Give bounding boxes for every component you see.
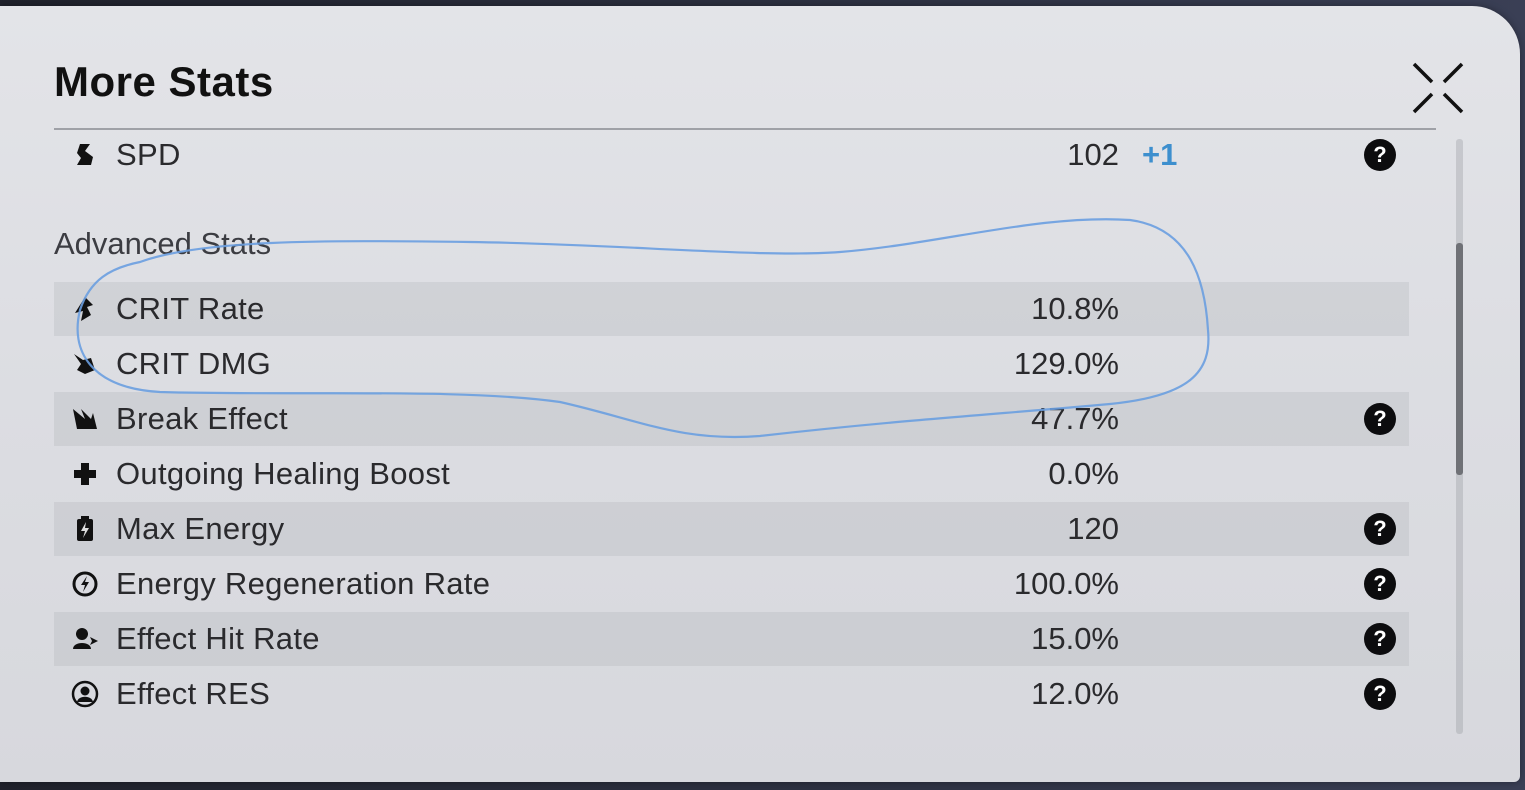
stat-value: 10.8% <box>1031 291 1119 326</box>
speed-boot-icon <box>54 128 116 182</box>
header-divider <box>54 128 1436 130</box>
help-icon[interactable]: ? <box>1364 623 1396 655</box>
help-icon[interactable]: ? <box>1364 139 1396 171</box>
break-effect-icon <box>54 392 116 446</box>
stat-value: 100.0% <box>1013 566 1119 601</box>
stat-row-effect-hit-rate: Effect Hit Rate 15.0% ? <box>54 612 1409 666</box>
stat-row-outgoing-healing: Outgoing Healing Boost 0.0% <box>54 447 1409 501</box>
stat-label: CRIT Rate <box>116 291 265 326</box>
close-icon[interactable] <box>1408 58 1468 118</box>
crit-rate-icon <box>54 282 116 336</box>
stat-value: 129.0% <box>1013 346 1119 381</box>
scrollbar[interactable] <box>1456 139 1463 734</box>
crit-dmg-icon <box>54 337 116 391</box>
stat-value: 47.7% <box>1031 401 1119 436</box>
stat-row-spd: SPD 102 +1 ? <box>54 128 1409 182</box>
stat-label: Effect RES <box>116 676 271 711</box>
stat-value: 120 <box>1067 511 1119 546</box>
more-stats-dialog: More Stats SPD 102 +1 ? Advanced Stats C… <box>0 6 1520 782</box>
stat-label: Break Effect <box>116 401 288 436</box>
stat-row-effect-res: Effect RES 12.0% ? <box>54 667 1409 721</box>
stat-label: Max Energy <box>116 511 285 546</box>
stat-label: Energy Regeneration Rate <box>116 566 491 601</box>
stat-row-max-energy: Max Energy 120 ? <box>54 502 1409 556</box>
stat-bonus: +1 <box>1142 137 1178 172</box>
effect-res-icon <box>54 667 116 721</box>
stat-value: 102 <box>1067 137 1119 172</box>
help-icon[interactable]: ? <box>1364 403 1396 435</box>
stat-label: Effect Hit Rate <box>116 621 320 656</box>
stat-value: 15.0% <box>1031 621 1119 656</box>
stat-label: CRIT DMG <box>116 346 272 381</box>
stat-row-crit-rate: CRIT Rate 10.8% <box>54 282 1409 336</box>
dialog-title: More Stats <box>54 58 274 105</box>
effect-hit-icon <box>54 612 116 666</box>
stat-row-crit-dmg: CRIT DMG 129.0% <box>54 337 1409 391</box>
help-icon[interactable]: ? <box>1364 568 1396 600</box>
stat-label: Outgoing Healing Boost <box>116 456 451 491</box>
stat-row-energy-regen: Energy Regeneration Rate 100.0% ? <box>54 557 1409 611</box>
section-title: Advanced Stats <box>54 226 272 261</box>
energy-battery-icon <box>54 502 116 556</box>
stat-value: 12.0% <box>1031 676 1119 711</box>
healing-cross-icon <box>54 447 116 501</box>
scrollbar-thumb[interactable] <box>1456 243 1463 475</box>
stat-row-break-effect: Break Effect 47.7% ? <box>54 392 1409 446</box>
stat-label: SPD <box>116 137 181 172</box>
help-icon[interactable]: ? <box>1364 513 1396 545</box>
stat-value: 0.0% <box>1048 456 1119 491</box>
energy-regen-icon <box>54 557 116 611</box>
help-icon[interactable]: ? <box>1364 678 1396 710</box>
